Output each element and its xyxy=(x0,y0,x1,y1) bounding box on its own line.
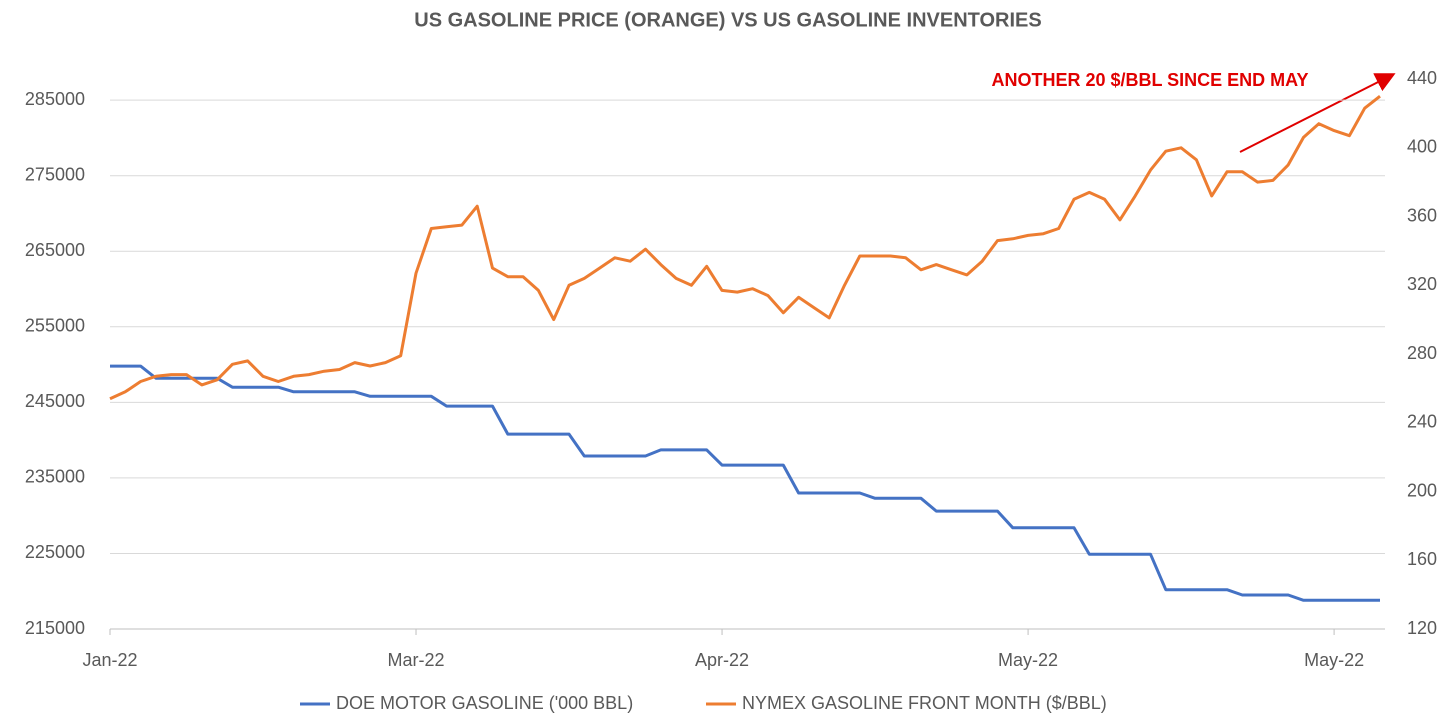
y2-tick-label: 120 xyxy=(1407,618,1437,638)
x-tick-label: May-22 xyxy=(1304,650,1364,670)
x-tick-label: Mar-22 xyxy=(388,650,445,670)
series-line xyxy=(109,95,1381,401)
y-tick-label: 245000 xyxy=(25,391,85,411)
chart-title: US GASOLINE PRICE (ORANGE) VS US GASOLIN… xyxy=(414,9,1042,31)
x-tick-label: May-22 xyxy=(998,650,1058,670)
y2-tick-label: 160 xyxy=(1407,549,1437,569)
y2-tick-label: 280 xyxy=(1407,343,1437,363)
y-tick-label: 275000 xyxy=(25,164,85,184)
y-tick-label: 255000 xyxy=(25,316,85,336)
legend-label: NYMEX GASOLINE FRONT MONTH ($/BBL) xyxy=(742,693,1107,713)
y-tick-label: 265000 xyxy=(25,240,85,260)
annotation: ANOTHER 20 $/BBL SINCE END MAY xyxy=(991,70,1308,90)
y2-tick-label: 360 xyxy=(1407,205,1437,225)
x-tick-label: Jan-22 xyxy=(82,650,137,670)
x-tick-label: Apr-22 xyxy=(695,650,749,670)
series-line xyxy=(110,364,1380,602)
y-tick-label: 215000 xyxy=(25,618,85,638)
legend-label: DOE MOTOR GASOLINE ('000 BBL) xyxy=(336,693,633,713)
annotation-arrow xyxy=(1239,73,1396,153)
y2-tick-label: 200 xyxy=(1407,480,1437,500)
y2-tick-label: 440 xyxy=(1407,68,1437,88)
y-tick-label: 225000 xyxy=(25,542,85,562)
y2-tick-label: 400 xyxy=(1407,137,1437,157)
y2-tick-label: 320 xyxy=(1407,274,1437,294)
y2-tick-label: 240 xyxy=(1407,412,1437,432)
y-tick-label: 235000 xyxy=(25,467,85,487)
y-tick-label: 285000 xyxy=(25,89,85,109)
